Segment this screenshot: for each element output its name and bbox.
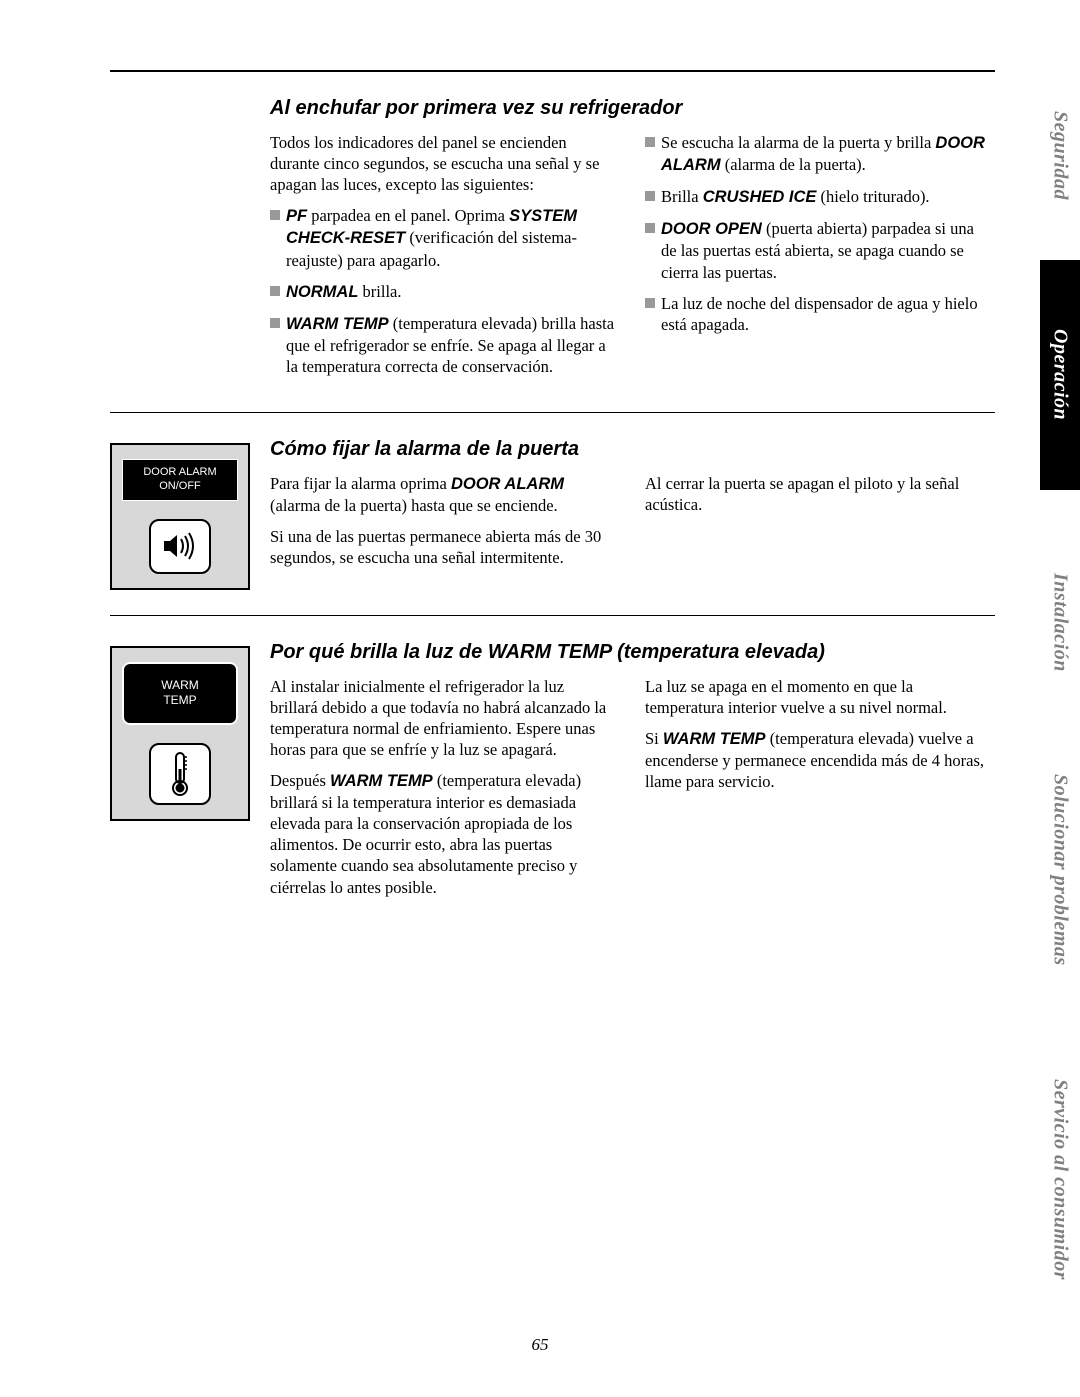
wt-label: WARM TEMP <box>663 730 766 748</box>
warm-temp-icon-box: WARM TEMP <box>110 646 250 821</box>
normal-label: NORMAL <box>286 283 358 301</box>
text: TEMP <box>163 693 196 707</box>
section2-r1: Al cerrar la puerta se apagan el piloto … <box>645 473 990 515</box>
text: Se escucha la alarma de la puerta y bril… <box>661 133 935 152</box>
text: ON/OFF <box>159 480 201 492</box>
text: (alarma de la puerta) hasta que se encie… <box>270 496 558 515</box>
section-warm-temp: WARM TEMP Por <box>110 641 990 908</box>
bullet-mark-icon <box>270 286 280 296</box>
ci-label: CRUSHED ICE <box>703 188 817 206</box>
pf-label: PF <box>286 207 307 225</box>
da-label: DOOR ALARM <box>451 475 564 493</box>
bullet-warm-temp: WARM TEMP (temperatura elevada) brilla h… <box>270 313 615 377</box>
bullet-door-alarm: Se escucha la alarma de la puerta y bril… <box>645 132 990 176</box>
text: Si <box>645 729 663 748</box>
bullet-pf: PF parpadea en el panel. Oprima SYSTEM C… <box>270 205 615 270</box>
wt-label: WARM TEMP <box>286 315 389 333</box>
text: DOOR ALARM <box>143 466 216 478</box>
section1-title: Al enchufar por primera vez su refrigera… <box>270 97 990 120</box>
bullet-night-light: La luz de noche del dispensador de agua … <box>645 293 990 335</box>
door-alarm-icon-box: DOOR ALARM ON/OFF <box>110 443 250 590</box>
section-door-alarm: DOOR ALARM ON/OFF Cómo fijar la alarma d… <box>110 438 990 590</box>
section2-l2: Si una de las puertas permanece abierta … <box>270 526 615 568</box>
text: La luz de noche del dispensador de agua … <box>661 293 990 335</box>
section2-l1: Para fijar la alarma oprima DOOR ALARM (… <box>270 473 615 516</box>
thermometer-icon <box>149 743 211 805</box>
section3-l2: Después WARM TEMP (temperatura elevada) … <box>270 770 615 898</box>
text: Brilla <box>661 187 703 206</box>
section-rule <box>110 412 995 413</box>
bullet-mark-icon <box>645 223 655 233</box>
section3-l1: Al instalar inicialmente el refrigerador… <box>270 676 615 760</box>
text: (hielo triturado). <box>816 187 929 206</box>
section3-title: Por qué brilla la luz de WARM TEMP (temp… <box>270 641 990 664</box>
sound-icon <box>149 519 211 574</box>
section-first-plug: Al enchufar por primera vez su refrigera… <box>110 97 990 387</box>
text: Para fijar la alarma oprima <box>270 474 451 493</box>
text: brilla. <box>358 282 401 301</box>
wt-label: WARM TEMP <box>330 772 433 790</box>
text: WARM <box>161 678 199 692</box>
text: (alarma de la puerta). <box>721 155 866 174</box>
text: Después <box>270 771 330 790</box>
section3-r2: Si WARM TEMP (temperatura elevada) vuelv… <box>645 728 990 792</box>
text: parpadea en el panel. Oprima <box>307 206 509 225</box>
page-number: 65 <box>532 1335 549 1355</box>
warm-temp-button-label: WARM TEMP <box>122 662 238 725</box>
bullet-mark-icon <box>645 191 655 201</box>
bullet-mark-icon <box>270 318 280 328</box>
door-alarm-button-label: DOOR ALARM ON/OFF <box>122 459 238 501</box>
bullet-normal: NORMAL brilla. <box>270 281 615 303</box>
section-rule <box>110 615 995 616</box>
do-label: DOOR OPEN <box>661 220 762 238</box>
bullet-mark-icon <box>270 210 280 220</box>
bullet-mark-icon <box>645 137 655 147</box>
bullet-mark-icon <box>645 298 655 308</box>
section2-title: Cómo fijar la alarma de la puerta <box>270 438 990 461</box>
section3-r1: La luz se apaga en el momento en que la … <box>645 676 990 718</box>
section1-intro: Todos los indicadores del panel se encie… <box>270 132 615 195</box>
bullet-door-open: DOOR OPEN (puerta abierta) parpadea si u… <box>645 218 990 282</box>
top-rule <box>110 70 995 72</box>
bullet-crushed-ice: Brilla CRUSHED ICE (hielo triturado). <box>645 186 990 208</box>
